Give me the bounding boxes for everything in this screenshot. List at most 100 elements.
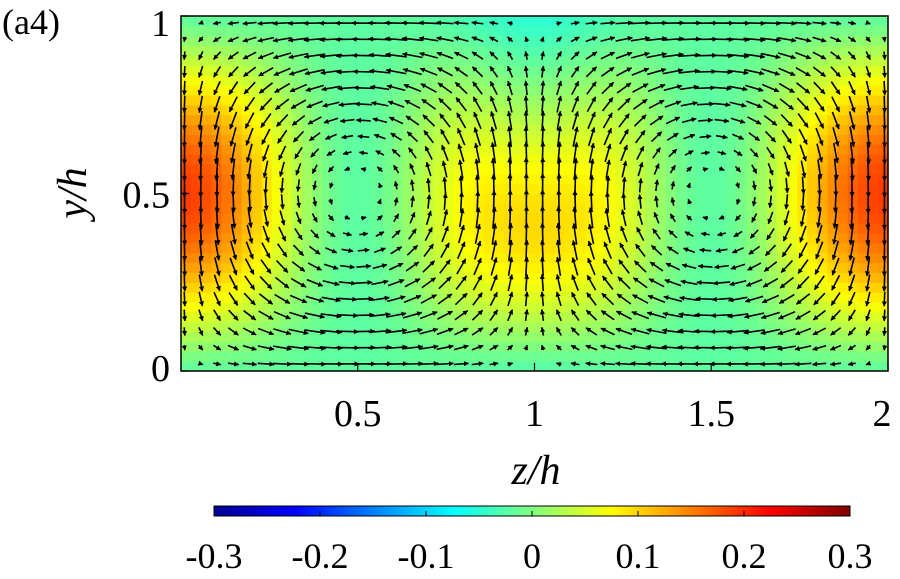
velocity-arrow xyxy=(257,20,275,26)
velocity-arrow xyxy=(490,239,498,261)
velocity-arrow xyxy=(748,132,761,142)
heatmap-cell xyxy=(776,321,788,333)
heatmap-cell xyxy=(221,223,233,234)
velocity-arrow xyxy=(227,20,239,26)
heatmap-cell xyxy=(645,282,657,293)
velocity-arrow xyxy=(555,256,562,277)
heatmap-cell xyxy=(484,134,495,145)
velocity-arrow xyxy=(369,312,391,318)
heatmap-cell xyxy=(706,232,717,244)
colorbar-tick-label: 0.3 xyxy=(828,536,873,576)
heatmap-cell xyxy=(433,292,445,303)
heatmap-cell xyxy=(787,232,798,244)
velocity-arrow xyxy=(357,247,370,253)
heatmap-cell xyxy=(665,45,677,57)
heatmap-cell xyxy=(372,183,384,195)
velocity-arrow xyxy=(275,276,290,289)
heatmap-cell xyxy=(877,223,889,234)
velocity-arrow xyxy=(632,83,649,93)
heatmap-cell xyxy=(564,223,576,234)
heatmap-cell xyxy=(362,173,374,185)
velocity-arrow xyxy=(296,195,302,209)
velocity-arrow xyxy=(540,80,546,96)
heatmap-cell xyxy=(312,331,323,343)
heatmap-cell xyxy=(696,203,707,214)
heatmap-cell xyxy=(201,292,212,303)
velocity-arrow xyxy=(471,66,484,78)
heatmap-cell xyxy=(484,321,495,333)
heatmap-cell xyxy=(655,203,667,214)
heatmap-cell xyxy=(453,242,465,254)
heatmap-cell xyxy=(827,301,839,313)
velocity-arrow xyxy=(848,95,856,113)
velocity-arrow xyxy=(291,115,306,126)
heatmap-cell xyxy=(231,341,243,352)
heatmap-cell xyxy=(433,55,445,66)
heatmap-cell xyxy=(625,134,637,145)
velocity-arrow xyxy=(679,84,700,91)
velocity-arrow xyxy=(338,280,357,286)
heatmap-cell xyxy=(665,272,677,283)
heatmap-cell xyxy=(251,55,263,66)
velocity-arrow xyxy=(423,130,435,144)
heatmap-cell xyxy=(453,321,465,333)
heatmap-cell xyxy=(383,85,394,96)
heatmap-cell xyxy=(857,301,869,313)
velocity-arrow xyxy=(813,292,826,306)
heatmap-cell xyxy=(544,321,556,333)
heatmap-cell xyxy=(292,361,303,372)
velocity-arrow xyxy=(760,328,781,336)
velocity-arrow xyxy=(262,144,270,162)
heatmap-cell xyxy=(686,203,697,214)
heatmap-cell xyxy=(544,173,556,185)
heatmap-cell xyxy=(191,203,202,214)
velocity-arrow xyxy=(811,361,827,367)
velocity-arrow xyxy=(881,36,887,43)
heatmap-cell xyxy=(827,85,839,96)
heatmap-cell xyxy=(463,183,475,195)
heatmap-cell xyxy=(181,134,192,145)
velocity-arrow xyxy=(491,173,497,197)
velocity-arrow xyxy=(320,329,343,335)
heatmap-cell xyxy=(736,45,748,57)
velocity-arrow xyxy=(507,65,514,78)
heatmap-cell xyxy=(342,331,354,343)
heatmap-cell xyxy=(251,85,263,96)
heatmap-cell xyxy=(766,193,778,204)
heatmap-cell xyxy=(312,321,323,333)
velocity-arrow xyxy=(615,327,633,336)
heatmap-cell xyxy=(191,163,202,175)
heatmap-cell xyxy=(241,193,253,204)
heatmap-cell xyxy=(292,25,303,37)
heatmap-cell xyxy=(342,75,354,86)
heatmap-cell xyxy=(574,193,586,204)
heatmap-cell xyxy=(706,282,717,293)
heatmap-cell xyxy=(595,104,606,116)
heatmap-cell xyxy=(787,55,798,66)
velocity-arrow xyxy=(437,293,453,305)
heatmap-cell xyxy=(847,16,859,27)
heatmap-cell xyxy=(241,16,253,27)
velocity-arrow xyxy=(620,144,628,162)
velocity-arrow xyxy=(360,167,367,173)
heatmap-cell xyxy=(463,262,475,273)
velocity-arrow xyxy=(616,82,632,94)
heatmap-cell xyxy=(524,94,536,106)
velocity-arrow xyxy=(273,310,291,320)
heatmap-cell xyxy=(181,213,192,224)
heatmap-cell xyxy=(574,252,586,264)
heatmap-cell xyxy=(251,311,263,323)
heatmap-cell xyxy=(787,104,798,116)
heatmap-cell xyxy=(847,75,859,86)
heatmap-cell xyxy=(585,361,596,372)
heatmap-cell xyxy=(605,55,616,66)
velocity-arrow xyxy=(668,148,678,158)
velocity-arrow xyxy=(620,225,628,243)
heatmap-cell xyxy=(423,35,435,47)
plot-area xyxy=(180,15,889,372)
heatmap-cell xyxy=(857,45,869,57)
heatmap-cell xyxy=(453,262,465,273)
heatmap-cell xyxy=(534,94,546,106)
heatmap-cell xyxy=(726,301,738,313)
heatmap-cell xyxy=(473,144,485,155)
